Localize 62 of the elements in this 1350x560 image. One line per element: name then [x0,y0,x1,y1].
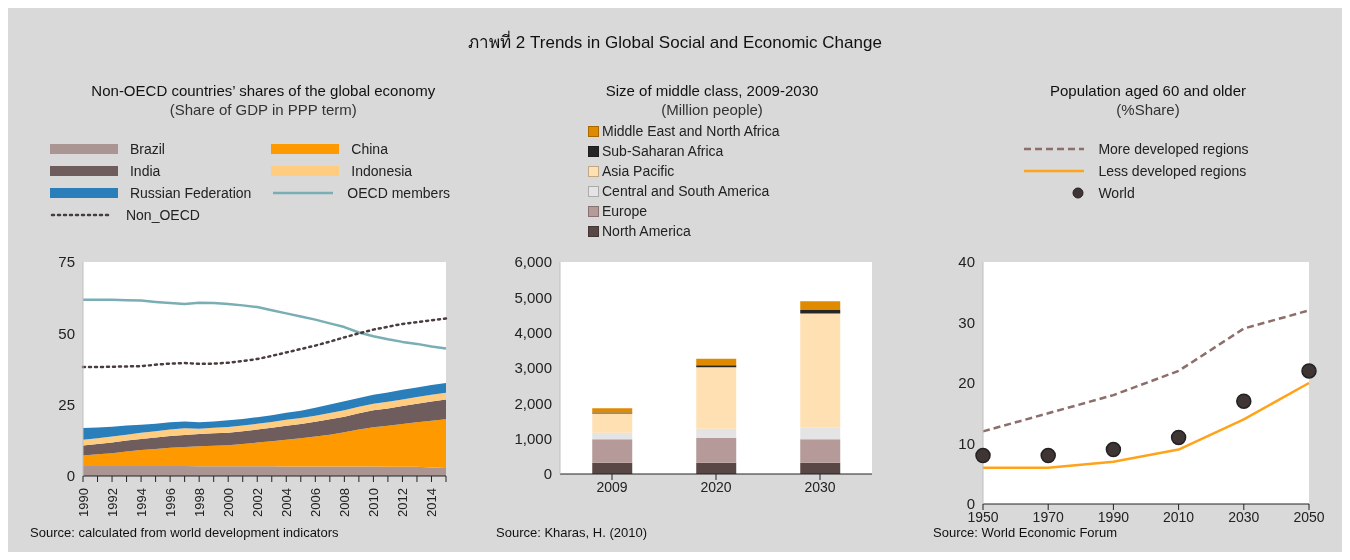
chart-title: Size of middle class, 2009-2030 [604,82,820,99]
chart-title: Non-OECD countries’ shares of the global economy [90,82,437,99]
text: ภาพที่ 2 Trends in Global Social and Economic Change [467,29,883,54]
source-note: Source: Kharas, H. (2010) [496,525,648,540]
x-tick-label: 1992 [104,488,120,517]
legend-label: Indonesia [351,162,413,180]
legend-label: World [1098,184,1135,202]
y-tick-label: 6,000 [514,253,552,271]
y-tick-label: 0 [543,465,552,483]
legend-label: India [129,162,161,180]
legend-label: Middle East and North Africa [602,122,780,140]
x-tick-label: 2030 [804,478,836,495]
y-tick-label: 1,000 [514,429,552,447]
y-tick-label: 20 [958,374,975,392]
source-note: Source: World Economic Forum [933,525,1117,540]
y-tick-label: 2,000 [514,394,552,412]
y-tick-label: 0 [66,467,75,485]
x-tick-label: 1990 [75,488,91,517]
legend-label: Russian Federation [129,184,252,202]
legend-label: Less developed regions [1098,162,1247,180]
x-tick-label: 2002 [249,488,265,517]
legend-label: Asia Pacific [602,162,675,180]
y-tick-label: 75 [58,253,75,271]
legend-label: China [351,140,388,158]
x-tick-label: 2010 [1163,508,1195,525]
x-tick-label: 2006 [307,488,323,517]
x-tick-label: 1998 [191,488,207,517]
x-tick-label: 2030 [1228,508,1260,525]
legend-label: Central and South America [602,182,770,200]
y-tick-label: 4,000 [514,323,552,341]
x-tick-label: 2010 [365,488,381,517]
x-tick-label: 2012 [394,488,410,517]
x-tick-label: 2020 [700,478,732,495]
chart-title: Population aged 60 and older [1049,82,1247,99]
y-tick-label: 3,000 [514,359,552,377]
chart-subtitle: (Share of GDP in PPP term) [168,101,358,118]
x-tick-label: 2009 [596,478,628,495]
legend-label: OECD members [347,184,451,202]
chart-subtitle: (%Share) [1115,101,1181,118]
x-tick-label: 2000 [220,488,236,517]
chart-subtitle: (Million people) [660,101,764,118]
y-tick-label: 50 [58,324,75,342]
y-tick-label: 25 [58,395,75,413]
source-note: Source: calculated from world development indicators [30,525,339,540]
x-tick-label: 1990 [1097,508,1130,525]
x-tick-label: 2008 [336,488,352,517]
y-tick-label: 10 [958,434,975,452]
y-tick-label: 30 [958,313,975,331]
y-tick-label: 5,000 [514,288,552,306]
legend-label: Sub-Saharan Africa [602,142,724,160]
y-tick-label: 40 [958,253,975,271]
x-tick-label: 1994 [133,488,149,517]
legend-label: Brazil [129,140,165,158]
legend-label: Europe [602,202,648,220]
legend-label: North America [602,222,691,240]
x-tick-label: 2014 [423,488,439,517]
x-tick-label: 2050 [1293,508,1325,525]
legend-label: More developed regions [1098,140,1249,158]
x-tick-label: 1996 [162,488,178,517]
x-tick-label: 2004 [278,488,294,517]
legend-label: Non_OECD [125,206,200,224]
x-tick-label: 1970 [1032,508,1064,525]
